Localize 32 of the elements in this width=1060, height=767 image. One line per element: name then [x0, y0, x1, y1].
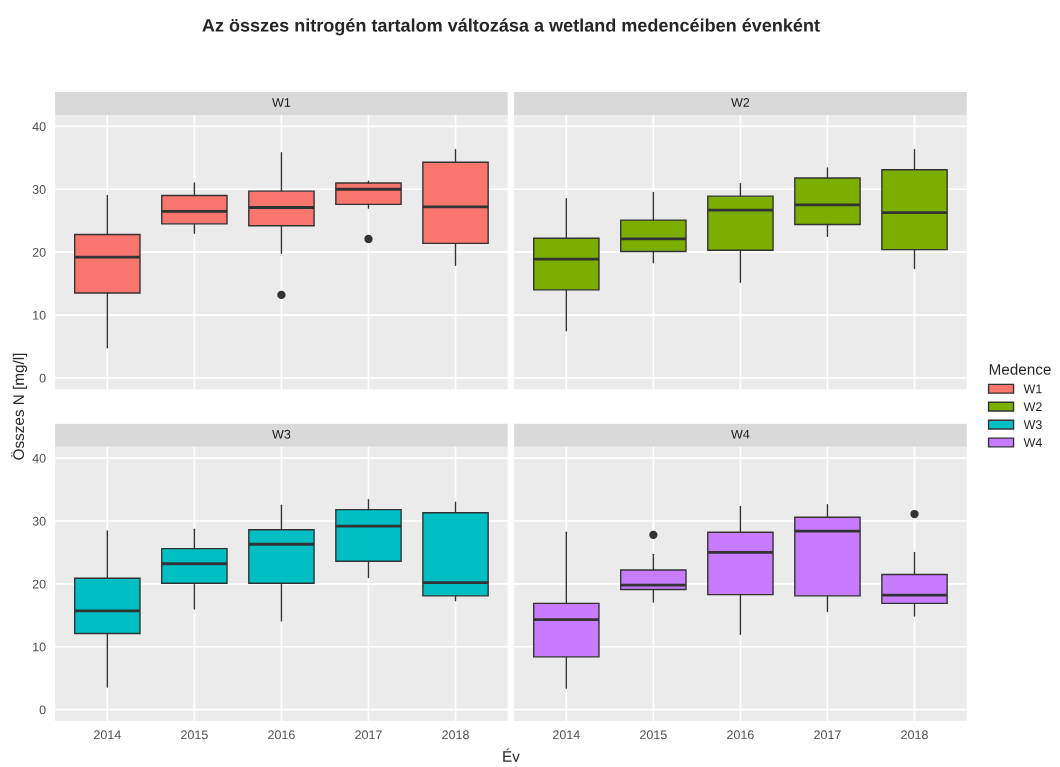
legend-label: W3 — [1023, 420, 1042, 430]
y-tick-label: 40 — [32, 453, 46, 463]
legend-label: W2 — [1023, 402, 1042, 412]
y-axis-title: Összes N [mg/l] — [11, 353, 28, 460]
chart-subtitle: W4 — [731, 429, 750, 439]
y-tick-label: 40 — [32, 122, 46, 132]
chart-subtitle: W2 — [731, 98, 750, 107]
x-tick-label: 2016 — [268, 730, 295, 740]
y-tick-label: 30 — [32, 516, 46, 526]
x-tick-label: 2017 — [814, 730, 841, 740]
y-tick-label: 30 — [32, 185, 46, 194]
y-tick-label: 0 — [39, 705, 46, 715]
y-tick-label: 10 — [33, 642, 46, 652]
y-tick-label: 10 — [33, 310, 46, 320]
legend-label: W1 — [1023, 384, 1042, 394]
x-tick-label: 2018 — [442, 730, 469, 740]
x-tick-label: 2014 — [553, 730, 580, 740]
legend-label: W4 — [1023, 438, 1042, 447]
legend-title: Medence — [989, 363, 1051, 375]
chart-subtitle: W1 — [272, 98, 291, 107]
x-tick-label: 2018 — [901, 730, 928, 740]
chart-subtitle: W3 — [272, 429, 291, 439]
x-tick-label: 2017 — [355, 730, 382, 740]
y-tick-label: 0 — [39, 373, 46, 383]
y-tick-label: 20 — [32, 579, 46, 589]
x-tick-label: 2016 — [727, 730, 754, 740]
chart-title: Az összes nitrogén tartalom változása a wetland medencéiben évenként — [202, 18, 820, 36]
x-axis-title: Év — [503, 748, 520, 762]
x-tick-label: 2014 — [94, 730, 121, 740]
x-tick-label: 2015 — [181, 730, 208, 740]
y-tick-label: 20 — [32, 247, 46, 257]
x-tick-label: 2015 — [640, 730, 667, 740]
